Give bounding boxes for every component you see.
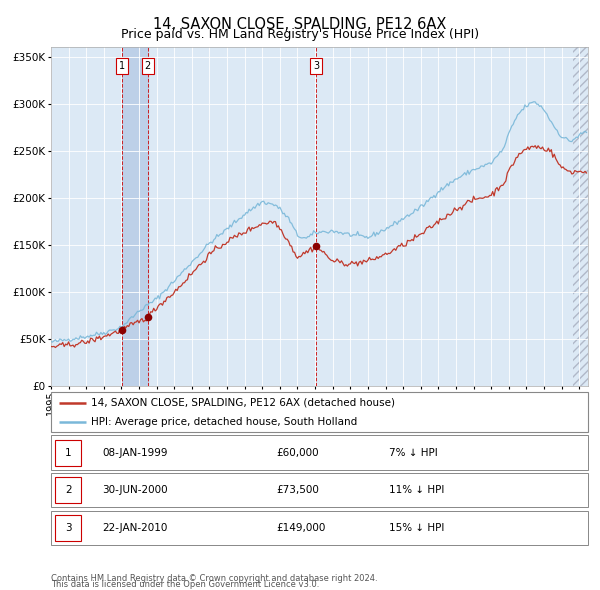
Text: 3: 3 [65, 523, 71, 533]
Text: 22-JAN-2010: 22-JAN-2010 [102, 523, 167, 533]
Text: Price paid vs. HM Land Registry's House Price Index (HPI): Price paid vs. HM Land Registry's House … [121, 28, 479, 41]
Text: 2: 2 [65, 486, 71, 495]
FancyBboxPatch shape [55, 440, 81, 466]
FancyBboxPatch shape [51, 435, 588, 470]
Text: 2: 2 [145, 61, 151, 71]
Text: £149,000: £149,000 [277, 523, 326, 533]
Text: 30-JUN-2000: 30-JUN-2000 [102, 486, 167, 495]
FancyBboxPatch shape [55, 477, 81, 503]
Text: 11% ↓ HPI: 11% ↓ HPI [389, 486, 445, 495]
Text: 08-JAN-1999: 08-JAN-1999 [102, 448, 167, 457]
Bar [122, 47, 148, 386]
Text: Contains HM Land Registry data © Crown copyright and database right 2024.: Contains HM Land Registry data © Crown c… [51, 574, 377, 583]
Text: 14, SAXON CLOSE, SPALDING, PE12 6AX: 14, SAXON CLOSE, SPALDING, PE12 6AX [154, 17, 446, 31]
Text: 1: 1 [119, 61, 125, 71]
Text: £60,000: £60,000 [277, 448, 319, 457]
FancyBboxPatch shape [55, 515, 81, 541]
Text: £73,500: £73,500 [277, 486, 319, 495]
FancyBboxPatch shape [51, 511, 588, 545]
Text: This data is licensed under the Open Government Licence v3.0.: This data is licensed under the Open Gov… [51, 581, 319, 589]
Text: 3: 3 [313, 61, 319, 71]
Text: 7% ↓ HPI: 7% ↓ HPI [389, 448, 438, 457]
Text: 14, SAXON CLOSE, SPALDING, PE12 6AX (detached house): 14, SAXON CLOSE, SPALDING, PE12 6AX (det… [91, 398, 395, 408]
Text: HPI: Average price, detached house, South Holland: HPI: Average price, detached house, Sout… [91, 417, 358, 427]
FancyBboxPatch shape [51, 392, 588, 432]
Text: 15% ↓ HPI: 15% ↓ HPI [389, 523, 445, 533]
FancyBboxPatch shape [51, 473, 588, 507]
Bar [573, 47, 588, 386]
Text: 1: 1 [65, 448, 71, 457]
